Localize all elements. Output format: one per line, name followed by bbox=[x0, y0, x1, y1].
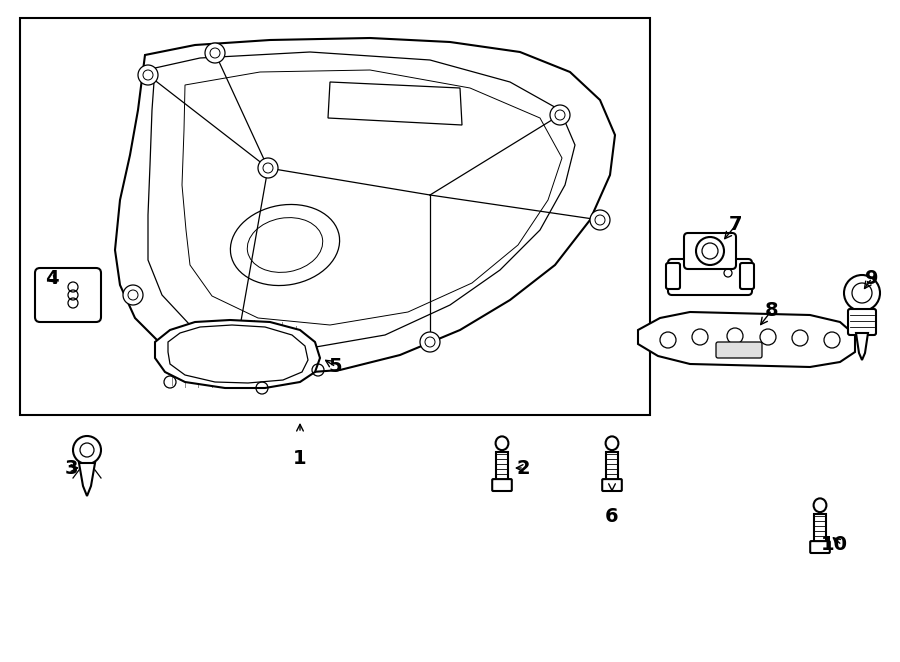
FancyBboxPatch shape bbox=[740, 263, 754, 289]
FancyBboxPatch shape bbox=[716, 342, 762, 358]
Circle shape bbox=[225, 345, 245, 365]
Polygon shape bbox=[496, 451, 508, 482]
FancyBboxPatch shape bbox=[848, 309, 876, 335]
Text: 5: 5 bbox=[328, 357, 342, 377]
Text: 8: 8 bbox=[764, 301, 778, 320]
Polygon shape bbox=[606, 451, 618, 482]
Polygon shape bbox=[79, 463, 95, 496]
Text: 7: 7 bbox=[728, 216, 742, 234]
Polygon shape bbox=[814, 514, 826, 544]
Text: 2: 2 bbox=[517, 459, 530, 477]
Circle shape bbox=[205, 43, 225, 63]
Circle shape bbox=[258, 158, 278, 178]
Circle shape bbox=[844, 275, 880, 311]
Bar bbox=[20, 18, 650, 415]
FancyBboxPatch shape bbox=[602, 479, 622, 491]
FancyBboxPatch shape bbox=[810, 541, 830, 553]
FancyBboxPatch shape bbox=[668, 259, 752, 295]
Text: 1: 1 bbox=[293, 449, 307, 468]
Polygon shape bbox=[115, 38, 615, 375]
Circle shape bbox=[73, 436, 101, 464]
Text: 9: 9 bbox=[865, 269, 878, 287]
Text: 6: 6 bbox=[605, 507, 619, 526]
Circle shape bbox=[590, 210, 610, 230]
Text: 4: 4 bbox=[45, 269, 58, 287]
Circle shape bbox=[123, 285, 143, 305]
Circle shape bbox=[420, 332, 440, 352]
Text: 3: 3 bbox=[65, 459, 78, 477]
Text: 10: 10 bbox=[821, 536, 848, 555]
Polygon shape bbox=[638, 312, 855, 367]
FancyBboxPatch shape bbox=[666, 263, 680, 289]
Ellipse shape bbox=[496, 436, 508, 450]
Polygon shape bbox=[856, 333, 868, 360]
Circle shape bbox=[138, 65, 158, 85]
FancyBboxPatch shape bbox=[35, 268, 101, 322]
FancyBboxPatch shape bbox=[684, 233, 736, 269]
FancyBboxPatch shape bbox=[492, 479, 512, 491]
Polygon shape bbox=[155, 320, 320, 388]
Circle shape bbox=[550, 105, 570, 125]
Ellipse shape bbox=[814, 498, 826, 512]
Ellipse shape bbox=[606, 436, 618, 450]
